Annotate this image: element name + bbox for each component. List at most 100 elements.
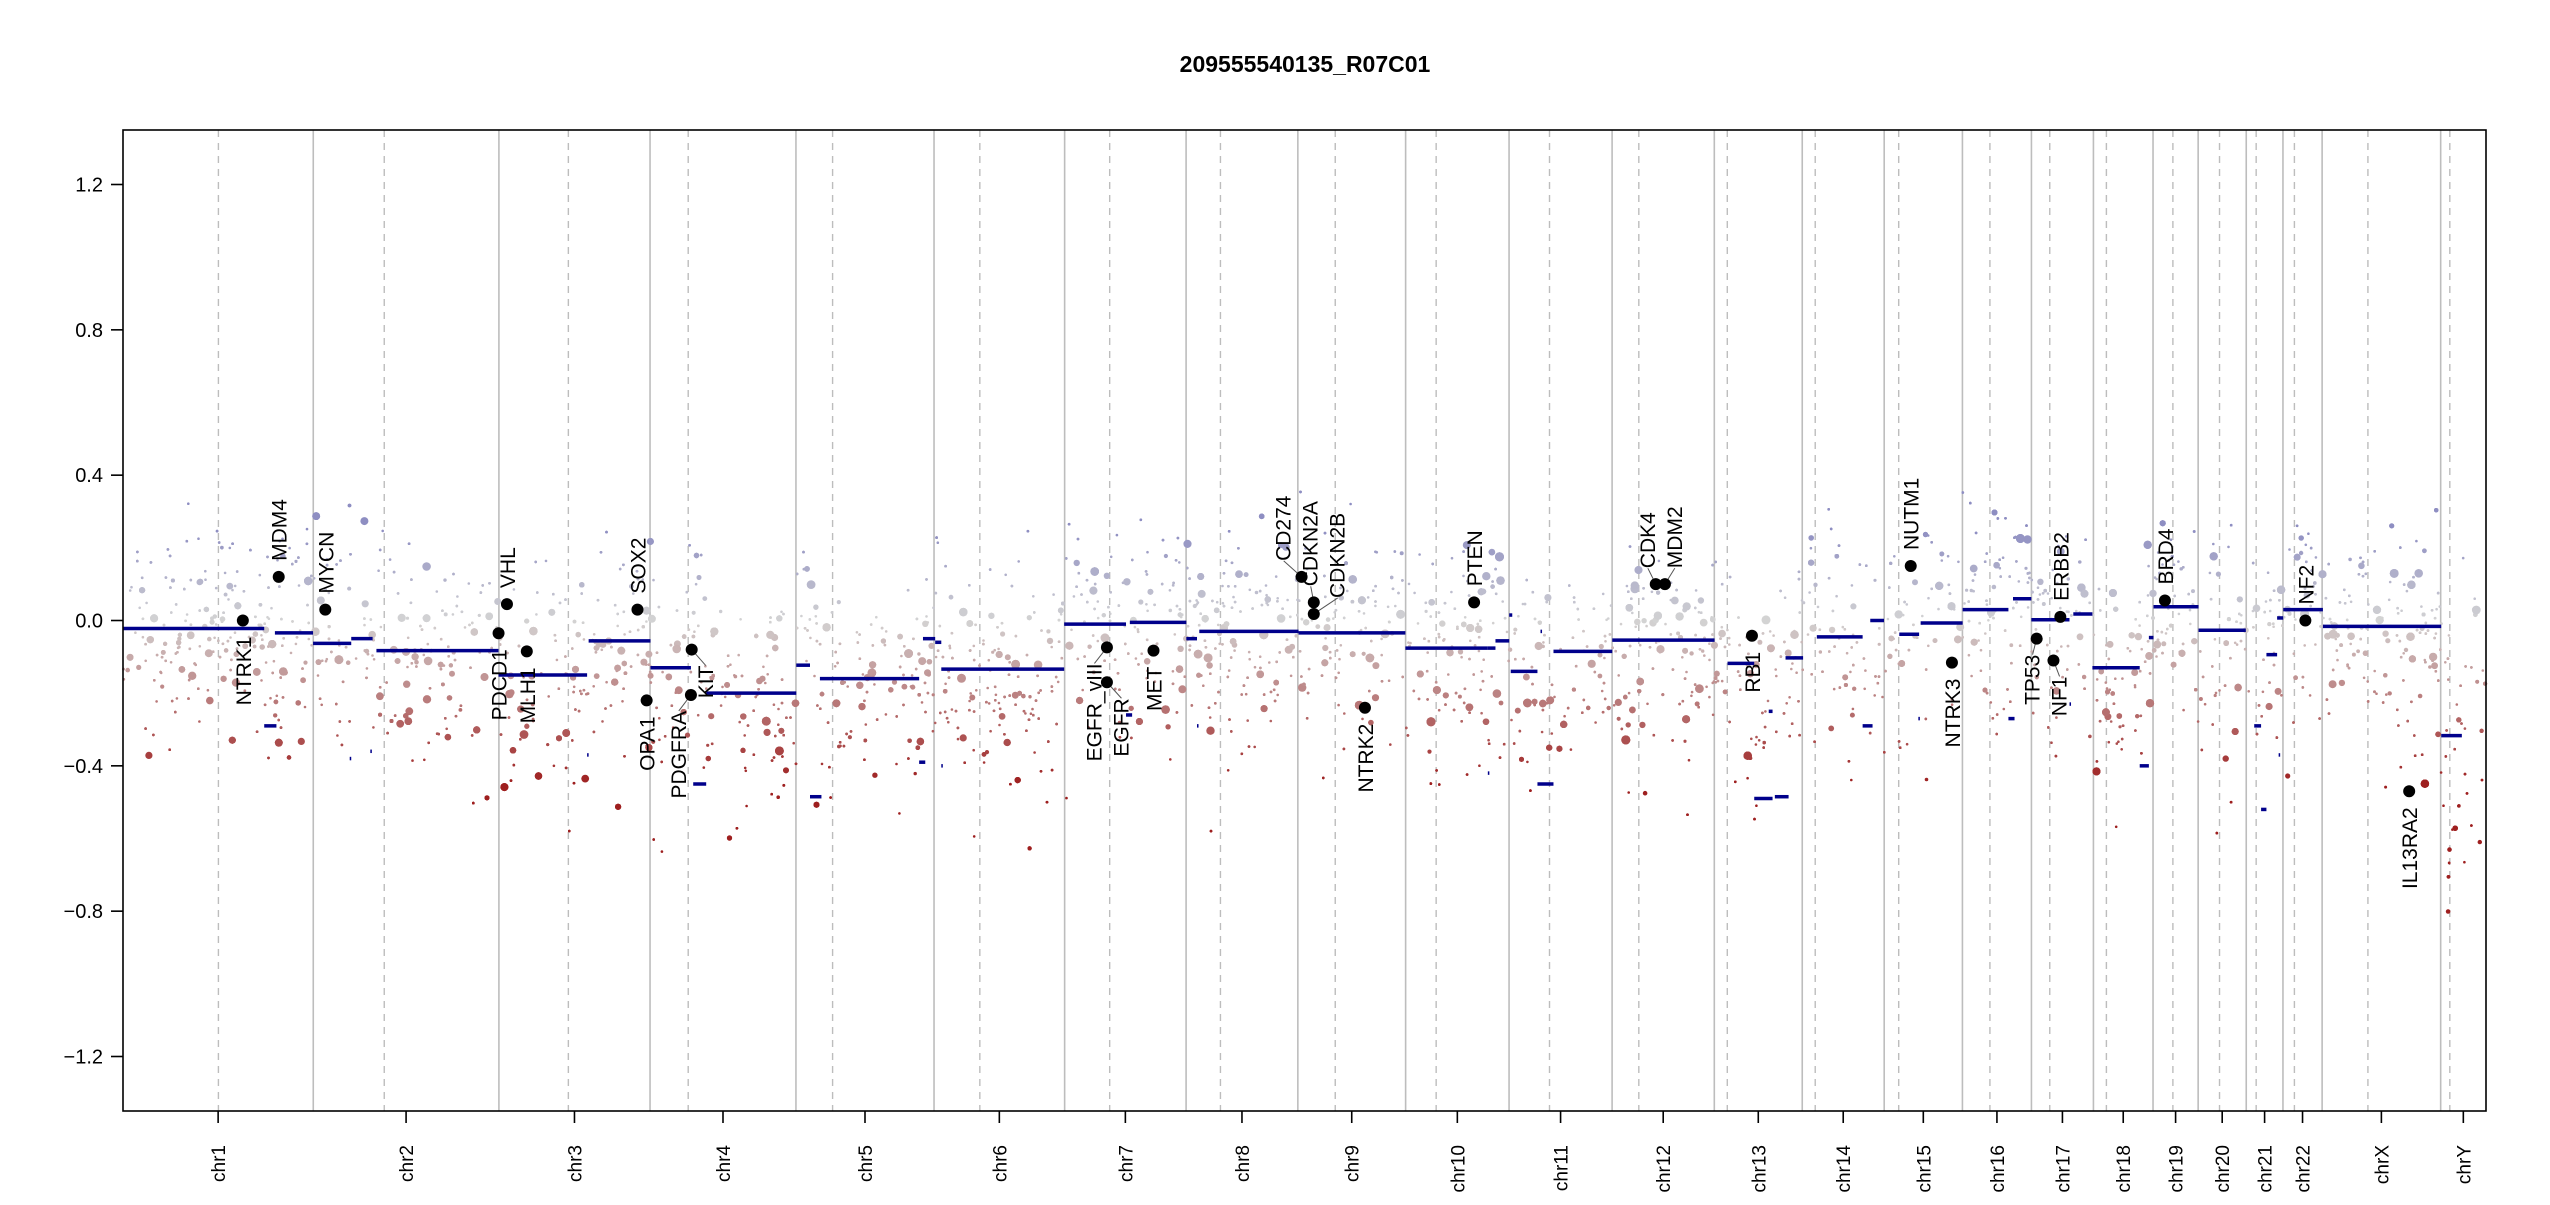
probe-point xyxy=(1682,700,1685,703)
probe-point xyxy=(1626,585,1629,588)
probe-point xyxy=(858,703,865,710)
probe-point xyxy=(610,704,613,707)
probe-point xyxy=(1065,642,1073,650)
probe-point xyxy=(1832,610,1835,613)
probe-point xyxy=(1586,645,1589,648)
probe-point xyxy=(136,551,139,554)
probe-point xyxy=(2435,632,2438,635)
probe-point xyxy=(2365,573,2368,576)
probe-point xyxy=(159,671,162,674)
probe-point xyxy=(1178,685,1186,693)
probe-point xyxy=(769,621,772,624)
probe-point xyxy=(2482,669,2485,672)
probe-point xyxy=(2234,642,2237,645)
probe-point xyxy=(1202,684,1205,687)
probe-point xyxy=(1015,635,1018,638)
probe-point xyxy=(988,702,991,705)
probe-point xyxy=(2009,643,2013,647)
probe-point xyxy=(1850,779,1853,782)
probe-point xyxy=(171,700,174,703)
probe-point xyxy=(1329,651,1332,654)
probe-point xyxy=(2096,678,2099,681)
probe-point xyxy=(2431,609,2434,612)
probe-point xyxy=(1363,612,1366,615)
probe-point xyxy=(903,645,906,648)
probe-point xyxy=(1474,644,1477,647)
probe-point xyxy=(1259,514,1265,520)
probe-point xyxy=(1199,612,1202,615)
probe-point xyxy=(960,734,967,741)
probe-point xyxy=(436,732,439,735)
probe-point xyxy=(1254,666,1257,669)
probe-point xyxy=(2084,538,2087,541)
probe-point xyxy=(2473,597,2476,600)
probe-point xyxy=(1146,551,1149,554)
probe-point xyxy=(834,665,837,668)
probe-point xyxy=(1690,695,1693,698)
probe-point xyxy=(403,681,410,688)
probe-point xyxy=(423,695,431,703)
probe-point xyxy=(2060,645,2063,648)
probe-point xyxy=(1780,655,1783,658)
probe-point xyxy=(1097,600,1100,603)
probe-point xyxy=(1629,545,1632,548)
probe-point xyxy=(1246,719,1249,722)
probe-point xyxy=(1838,544,1841,547)
probe-point xyxy=(441,683,445,687)
probe-point xyxy=(568,830,571,833)
probe-point xyxy=(2015,560,2018,563)
probe-point xyxy=(328,637,331,640)
probe-point xyxy=(1197,573,1204,580)
probe-point xyxy=(775,747,784,756)
probe-point xyxy=(1769,630,1772,633)
probe-point xyxy=(187,632,195,640)
probe-point xyxy=(1935,582,1943,590)
probe-point xyxy=(2147,640,2150,643)
probe-point xyxy=(974,624,977,627)
probe-point xyxy=(623,611,626,614)
probe-point xyxy=(2134,684,2137,687)
probe-point xyxy=(2440,771,2443,774)
probe-point xyxy=(2478,840,2482,844)
probe-point xyxy=(1755,804,1758,807)
probe-point xyxy=(280,618,283,621)
probe-point xyxy=(764,682,767,685)
probe-point xyxy=(468,624,471,627)
probe-point xyxy=(1526,761,1529,764)
probe-point xyxy=(2470,824,2473,827)
probe-point xyxy=(1248,745,1251,748)
probe-point xyxy=(2140,715,2143,718)
probe-point xyxy=(224,572,227,575)
probe-point xyxy=(2042,602,2046,606)
probe-point xyxy=(1214,647,1217,650)
probe-point xyxy=(1194,650,1203,659)
probe-point xyxy=(2232,728,2239,735)
probe-point xyxy=(2273,589,2276,592)
probe-point xyxy=(1887,618,1890,621)
probe-point xyxy=(1188,649,1191,652)
probe-point xyxy=(456,595,459,598)
probe-point xyxy=(1233,649,1236,652)
probe-point xyxy=(481,584,484,587)
probe-point xyxy=(519,738,522,741)
probe-point xyxy=(616,625,619,628)
probe-point xyxy=(1711,633,1714,636)
probe-point xyxy=(1174,633,1177,636)
probe-point xyxy=(781,678,784,681)
probe-point xyxy=(1429,615,1432,618)
probe-point xyxy=(419,625,422,628)
probe-point xyxy=(452,613,455,616)
probe-point xyxy=(743,734,746,737)
probe-point xyxy=(1531,683,1534,686)
probe-point xyxy=(2359,557,2362,560)
probe-point xyxy=(1791,662,1794,665)
probe-point xyxy=(1788,735,1791,738)
probe-point xyxy=(1724,646,1727,649)
probe-point xyxy=(2431,659,2434,662)
probe-point xyxy=(445,734,451,740)
probe-point xyxy=(2114,677,2117,680)
probe-point xyxy=(256,730,259,733)
probe-point xyxy=(605,531,608,534)
probe-point xyxy=(1594,671,1597,674)
probe-point xyxy=(2043,589,2047,593)
